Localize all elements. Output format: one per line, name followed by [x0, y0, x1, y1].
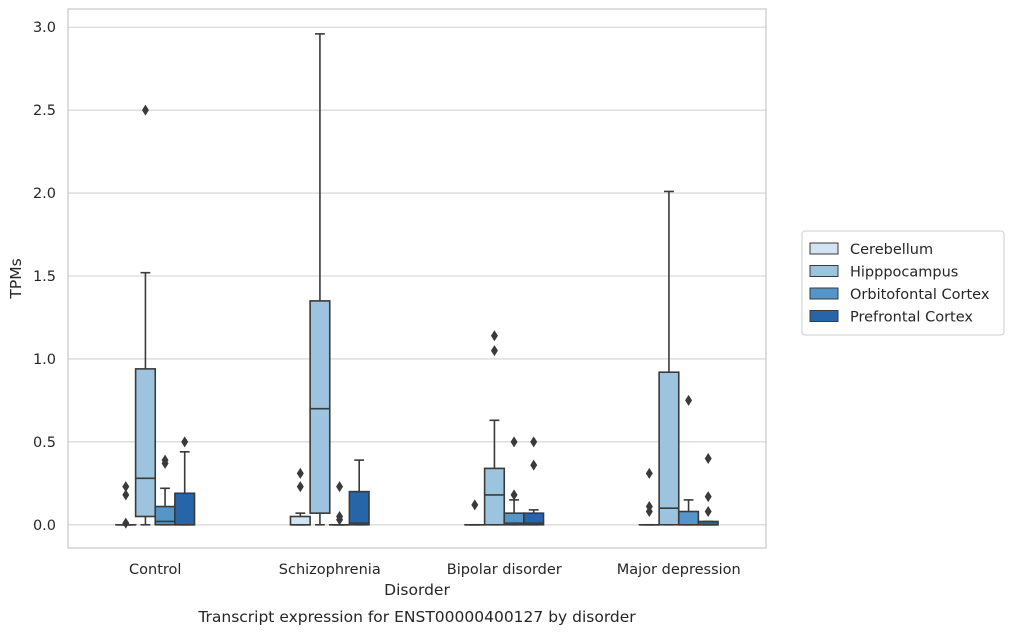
box-body [523, 512, 545, 526]
y-tick-label: 1.0 [33, 352, 56, 368]
outlier-point [530, 436, 538, 448]
box-orbitofontal-cortex-bipolar-disorder [503, 436, 525, 526]
outlier-point [704, 452, 712, 464]
box-plot-area [115, 33, 719, 529]
box-hipppocampus-schizophrenia [309, 33, 331, 526]
outlier-point [510, 436, 518, 448]
outlier-point [122, 517, 130, 529]
legend-label: Hipppocampus [850, 265, 958, 281]
y-tick-label: 0.5 [33, 435, 56, 451]
box-hipppocampus-major-depression [658, 190, 680, 526]
outlier-point [704, 506, 712, 518]
outlier-point [510, 489, 518, 501]
box-orbitofontal-cortex-schizophrenia [328, 481, 351, 526]
plot-frame [67, 8, 767, 549]
box-orbitofontal-cortex-major-depression [677, 394, 700, 526]
box-body [658, 371, 680, 526]
y-tick-label: 2.5 [33, 103, 56, 119]
outlier-point [296, 467, 304, 479]
outlier-point [704, 491, 712, 503]
outlier-point [122, 481, 130, 493]
box-orbitofontal-cortex-control [154, 454, 176, 526]
x-tick-label: Control [129, 562, 181, 578]
x-tick-label: Bipolar disorder [447, 562, 562, 578]
x-tick-label: Schizophrenia [279, 562, 381, 578]
legend-swatch [809, 287, 839, 300]
x-axis-ticks: Control Schizophrenia Bipolar disorder Majo… [129, 562, 741, 578]
legend: Cerebellum Hipppocampus Orbitofontal Corte… [801, 230, 1005, 336]
legend-swatch [809, 242, 839, 255]
legend-swatch [809, 265, 839, 277]
legend-item: Prefrontal Cortex [809, 310, 973, 326]
outlier-point [471, 499, 479, 511]
box-cerebellum-control [115, 481, 137, 529]
x-axis-label: Disorder [384, 581, 450, 599]
box-body [289, 515, 311, 526]
box-hipppocampus-bipolar-disorder [483, 330, 506, 526]
outlier-point [685, 394, 693, 406]
y-axis-label: TPMs [7, 258, 25, 299]
legend-label: Prefrontal Cortex [850, 310, 973, 326]
legend-item: Orbitofontal Cortex [809, 287, 990, 303]
outlier-point [141, 104, 149, 116]
box-prefrontal-cortex-schizophrenia [348, 459, 370, 526]
outlier-point [296, 481, 304, 493]
box-cerebellum-major-depression [638, 467, 660, 526]
box-cerebellum-bipolar-disorder [464, 499, 486, 526]
box-body [309, 300, 331, 514]
box-prefrontal-cortex-bipolar-disorder [523, 436, 545, 526]
x-tick-label: Major depression [617, 562, 741, 578]
outlier-point [122, 489, 130, 501]
outlier-point [161, 454, 169, 466]
box-prefrontal-cortex-major-depression [697, 452, 719, 526]
box-cerebellum-schizophrenia [289, 467, 311, 526]
legend-swatch [809, 310, 839, 322]
box-body [483, 467, 506, 526]
legend-item: Hipppocampus [809, 265, 958, 281]
outlier-point [336, 481, 344, 493]
outlier-point [490, 330, 498, 342]
outlier-point [530, 459, 538, 471]
legend-label: Cerebellum [850, 242, 933, 258]
legend-label: Orbitofontal Cortex [850, 287, 990, 303]
outlier-point [490, 345, 498, 357]
outlier-point [336, 510, 344, 522]
legend-frame [801, 230, 1005, 336]
chart-caption: Transcript expression for ENST0000040012… [197, 608, 636, 626]
y-tick-label: 3.0 [33, 20, 56, 36]
box-body [348, 490, 370, 526]
y-tick-label: 1.5 [33, 269, 56, 285]
box-prefrontal-cortex-control [174, 436, 196, 526]
box-body [174, 492, 196, 526]
outlier-point [181, 436, 189, 448]
y-tick-label: 0.0 [33, 518, 56, 534]
legend-items: Cerebellum Hipppocampus Orbitofontal Corte… [809, 242, 990, 326]
box-body [134, 368, 157, 518]
outlier-point [645, 501, 653, 513]
legend-item: Cerebellum [809, 242, 933, 258]
y-tick-label: 2.0 [33, 186, 56, 202]
y-axis-ticks: 0.0 0.5 1.0 1.5 2.0 2.5 3.0 [33, 20, 56, 534]
box-body [677, 510, 700, 526]
outlier-point [645, 467, 653, 479]
box-hipppocampus-control [134, 104, 157, 526]
